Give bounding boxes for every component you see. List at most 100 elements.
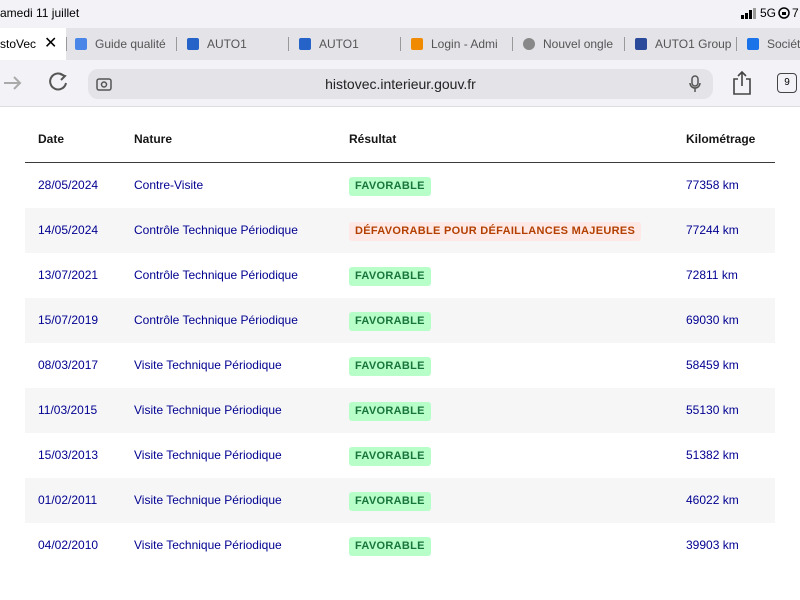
tab[interactable]: Login - Admi	[411, 28, 511, 60]
header-row: Date Nature Résultat Kilométrage	[25, 116, 775, 163]
result-cell: FAVORABLE	[349, 433, 431, 478]
url: histovec.interieur.gouv.fr	[325, 76, 476, 92]
tab-title: AUTO1	[319, 37, 359, 51]
nature: Visite Technique Périodique	[134, 493, 282, 507]
mic-icon[interactable]	[689, 75, 701, 93]
date: 14/05/2024	[38, 223, 99, 237]
badge-favorable: FAVORABLE	[349, 447, 431, 466]
date: 15/07/2019	[38, 313, 99, 327]
tab-separator	[66, 37, 67, 51]
header-cell: Nature	[134, 132, 173, 146]
tab-title: Guide qualité	[95, 37, 166, 51]
badge-favorable: FAVORABLE	[349, 267, 431, 286]
tab-title: Sociét	[767, 37, 800, 51]
table-row: 15/03/2013 Visite Technique Périodique FAV…	[25, 433, 775, 478]
tab-icon	[75, 38, 87, 50]
table-row: 11/03/2015 Visite Technique Périodique FAV…	[25, 388, 775, 433]
address-bar[interactable]: histovec.interieur.gouv.fr	[88, 69, 713, 99]
tab-icon	[299, 38, 311, 50]
nav-buttons[interactable]	[0, 70, 80, 96]
mileage: 77358 km	[686, 178, 739, 192]
tab-title: AUTO1 Group	[655, 37, 732, 51]
tab[interactable]: Guide qualité	[75, 28, 175, 60]
tab-close[interactable]: ✕	[44, 35, 58, 52]
battery: 7	[792, 6, 799, 20]
header-cell: Résultat	[349, 132, 397, 146]
nature: Contre-Visite	[134, 178, 204, 192]
mileage: 55130 km	[686, 403, 739, 417]
badge-favorable: FAVORABLE	[349, 357, 431, 376]
nature: Visite Technique Périodique	[134, 448, 282, 462]
nature: Contrôle Technique Périodique	[134, 223, 298, 237]
date: 11/03/2015	[38, 403, 98, 417]
table-row: 28/05/2024 Contre-Visite FAVORABLE 77358 km	[25, 163, 775, 208]
tab[interactable]: AUTO1	[187, 28, 287, 60]
date: 15/03/2013	[38, 448, 99, 462]
tab-separator	[512, 37, 513, 51]
date: 28/05/2024	[38, 178, 99, 192]
tab-separator	[288, 37, 289, 51]
header-cell: Kilométrage	[686, 132, 756, 146]
toolbar: histovec.interieur.gouv.fr 9	[0, 60, 800, 107]
tab[interactable]: Sociét	[747, 28, 800, 60]
mileage: 72811 km	[686, 268, 738, 282]
nature: Visite Technique Périodique	[134, 538, 282, 552]
tab-icon	[187, 38, 199, 50]
nature: Contrôle Technique Périodique	[134, 313, 298, 327]
mileage: 39903 km	[686, 538, 739, 552]
signal-icon	[741, 8, 756, 19]
tab-icon	[411, 38, 423, 50]
header-cell: Date	[38, 132, 65, 146]
tab-title: stoVec	[0, 37, 37, 51]
nature: Contrôle Technique Périodique	[134, 268, 298, 282]
result-cell: FAVORABLE	[349, 523, 431, 568]
mileage: 69030 km	[686, 313, 739, 327]
badge-unfavorable: DÉFAVORABLE POUR DÉFAILLANCES MAJEURES	[349, 222, 642, 241]
tab-bar: stoVec ✕ Guide qualité AUTO1 AUTO1 Login - Ad…	[0, 28, 800, 60]
date: 01/02/2011	[38, 493, 98, 507]
table-row: 13/07/2021 Contrôle Technique Périodique F…	[25, 253, 775, 298]
tab[interactable]: AUTO1	[299, 28, 399, 60]
table-row: 15/07/2019 Contrôle Technique Périodique F…	[25, 298, 775, 343]
share-icon[interactable]	[732, 70, 752, 96]
tab-icon	[635, 38, 647, 50]
mileage: 46022 km	[686, 493, 739, 507]
lock-rotation-icon	[778, 7, 790, 19]
mileage: 77244 km	[686, 223, 739, 237]
result-cell: FAVORABLE	[349, 343, 431, 388]
page-icon	[96, 78, 112, 91]
tab-separator	[176, 37, 177, 51]
badge-favorable: FAVORABLE	[349, 402, 431, 421]
table-row: 04/02/2010 Visite Technique Périodique FAV…	[25, 523, 775, 568]
result-cell: FAVORABLE	[349, 298, 431, 343]
table-row: 01/02/2011 Visite Technique Périodique FAV…	[25, 478, 775, 523]
tab-icon	[747, 38, 759, 50]
nature: Visite Technique Périodique	[134, 403, 282, 417]
tab[interactable]: AUTO1 Group	[635, 28, 735, 60]
badge-favorable: FAVORABLE	[349, 177, 431, 196]
table-row: 14/05/2024 Contrôle Technique Périodique D…	[25, 208, 775, 253]
badge-favorable: FAVORABLE	[349, 312, 431, 331]
mileage: 58459 km	[686, 358, 739, 372]
tab-title: AUTO1	[207, 37, 247, 51]
result-cell: FAVORABLE	[349, 388, 431, 433]
badge-favorable: FAVORABLE	[349, 537, 431, 556]
tab[interactable]: stoVec ✕	[0, 28, 66, 60]
badge-favorable: FAVORABLE	[349, 492, 431, 511]
tab-count[interactable]: 9	[777, 73, 797, 93]
result-cell: FAVORABLE	[349, 253, 431, 298]
tab[interactable]: Nouvel ongle	[523, 28, 623, 60]
tab-separator	[736, 37, 737, 51]
date: 04/02/2010	[38, 538, 99, 552]
tab-separator	[624, 37, 625, 51]
table-row: 08/03/2017 Visite Technique Périodique FAV…	[25, 343, 775, 388]
nature: Visite Technique Périodique	[134, 358, 282, 372]
tab-icon	[523, 38, 535, 50]
tab-separator	[400, 37, 401, 51]
tab-title: Nouvel ongle	[543, 37, 614, 51]
result-cell: DÉFAVORABLE POUR DÉFAILLANCES MAJEURES	[349, 208, 642, 253]
status-date: amedi 11 juillet	[0, 6, 80, 20]
result-cell: FAVORABLE	[349, 478, 431, 523]
tab-title: Login - Admi	[431, 37, 498, 51]
